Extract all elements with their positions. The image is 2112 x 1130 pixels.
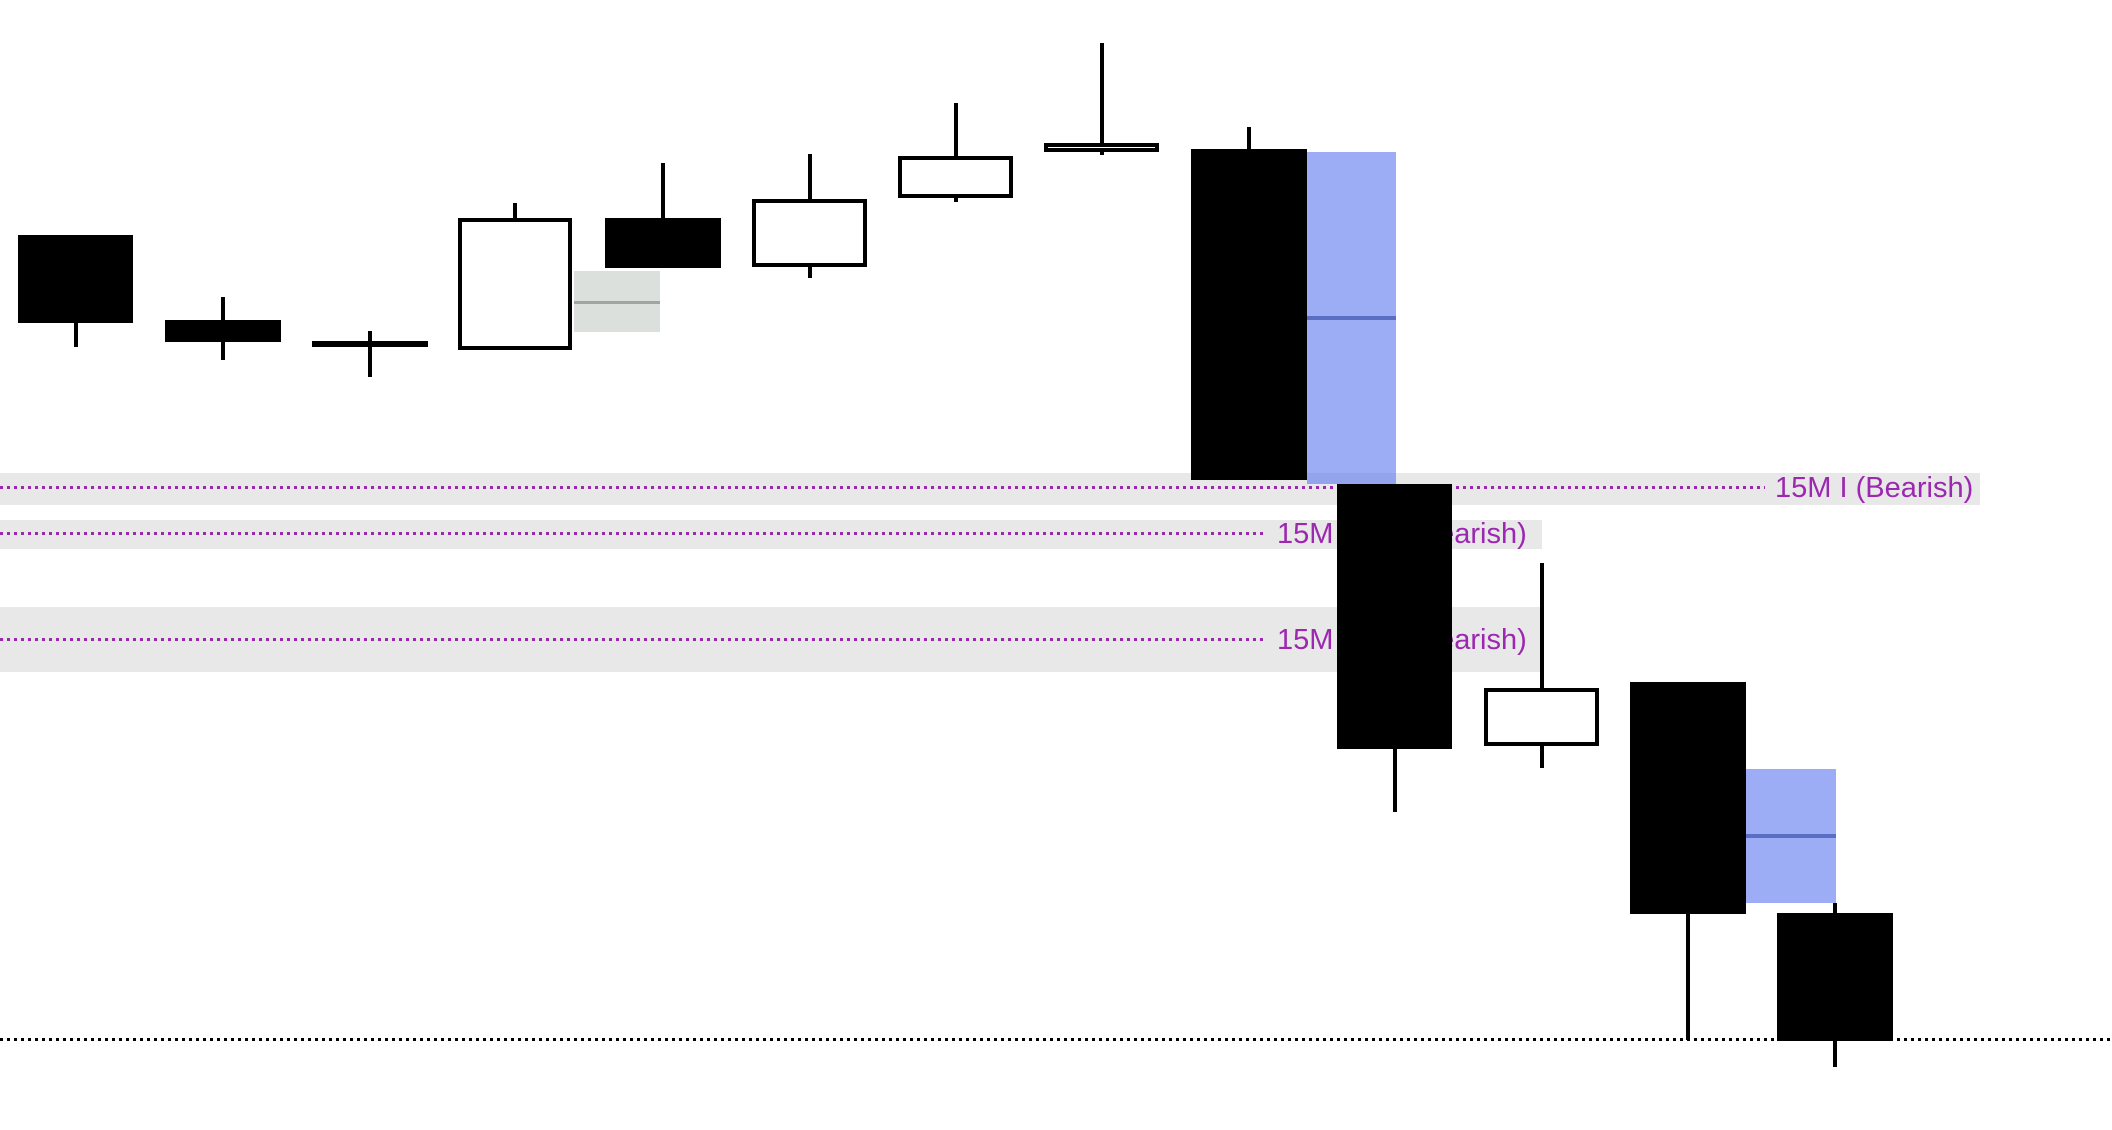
- level-dotted-line: [0, 1038, 2112, 1041]
- candle-wick-lower: [1540, 746, 1544, 768]
- candle-wick-lower: [1393, 749, 1397, 812]
- candle-bullish-white: [1484, 688, 1599, 746]
- candle-bearish-black: [1777, 913, 1893, 1041]
- candle-bearish-black: [1191, 149, 1307, 480]
- candle-bullish-white: [1044, 143, 1159, 152]
- candle-bearish-black: [1630, 682, 1746, 914]
- candle-wick-lower: [221, 342, 225, 360]
- candle-wick-upper: [954, 103, 958, 156]
- candle-bearish-black: [312, 341, 428, 347]
- candle-wick-upper: [1100, 43, 1104, 143]
- candle-wick-lower: [954, 198, 958, 202]
- candle-wick-lower: [74, 323, 78, 347]
- level-dotted-line: [0, 486, 1765, 489]
- candle-bullish-white: [752, 199, 867, 267]
- level-dotted-line: [0, 532, 1265, 535]
- level-dotted-line: [0, 638, 1265, 641]
- candle-open-close-divider: [1307, 316, 1396, 320]
- candle-wick-lower: [368, 347, 372, 377]
- candle-wick-upper: [368, 331, 372, 341]
- level-band: [0, 473, 1980, 505]
- candle-wick-upper: [661, 163, 665, 218]
- candle-bearish-black: [18, 235, 133, 323]
- candle-bearish-black: [1337, 484, 1452, 749]
- candle-bullish-white: [458, 218, 572, 350]
- candle-wick-upper: [808, 154, 812, 199]
- gap-box-midline: [574, 301, 660, 304]
- candle-wick-lower: [1833, 1041, 1837, 1067]
- candle-wick-upper: [513, 203, 517, 218]
- candle-bearish-black: [605, 218, 721, 268]
- candle-open-close-divider: [1746, 834, 1836, 838]
- candle-wick-upper: [1540, 563, 1544, 688]
- candle-wick-lower: [1686, 914, 1690, 1040]
- level-label-bearish-1: 15M I (Bearish): [1775, 472, 1974, 504]
- candle-wick-lower: [808, 267, 812, 278]
- candle-wick-lower: [1100, 152, 1104, 155]
- candle-wick-upper: [1833, 903, 1837, 913]
- candle-wick-upper: [1247, 127, 1251, 149]
- candle-bullish-white: [898, 156, 1013, 198]
- candle-wick-upper: [221, 297, 225, 320]
- candle-bearish-black: [165, 320, 281, 342]
